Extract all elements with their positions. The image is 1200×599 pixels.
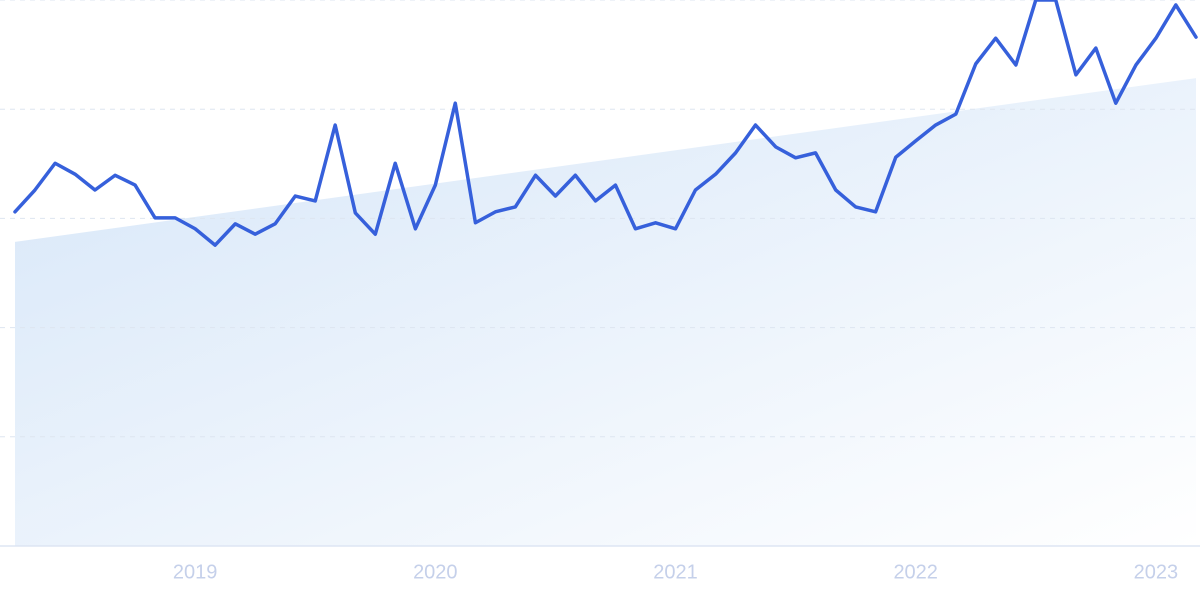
- x-tick-label: 2023: [1134, 561, 1179, 583]
- trend-area: [15, 78, 1196, 546]
- x-tick-label: 2021: [653, 561, 698, 583]
- x-tick-label: 2020: [413, 561, 458, 583]
- x-tick-label: 2022: [893, 561, 938, 583]
- data-line: [13, 0, 1198, 247]
- x-tick-label: 2019: [173, 561, 218, 583]
